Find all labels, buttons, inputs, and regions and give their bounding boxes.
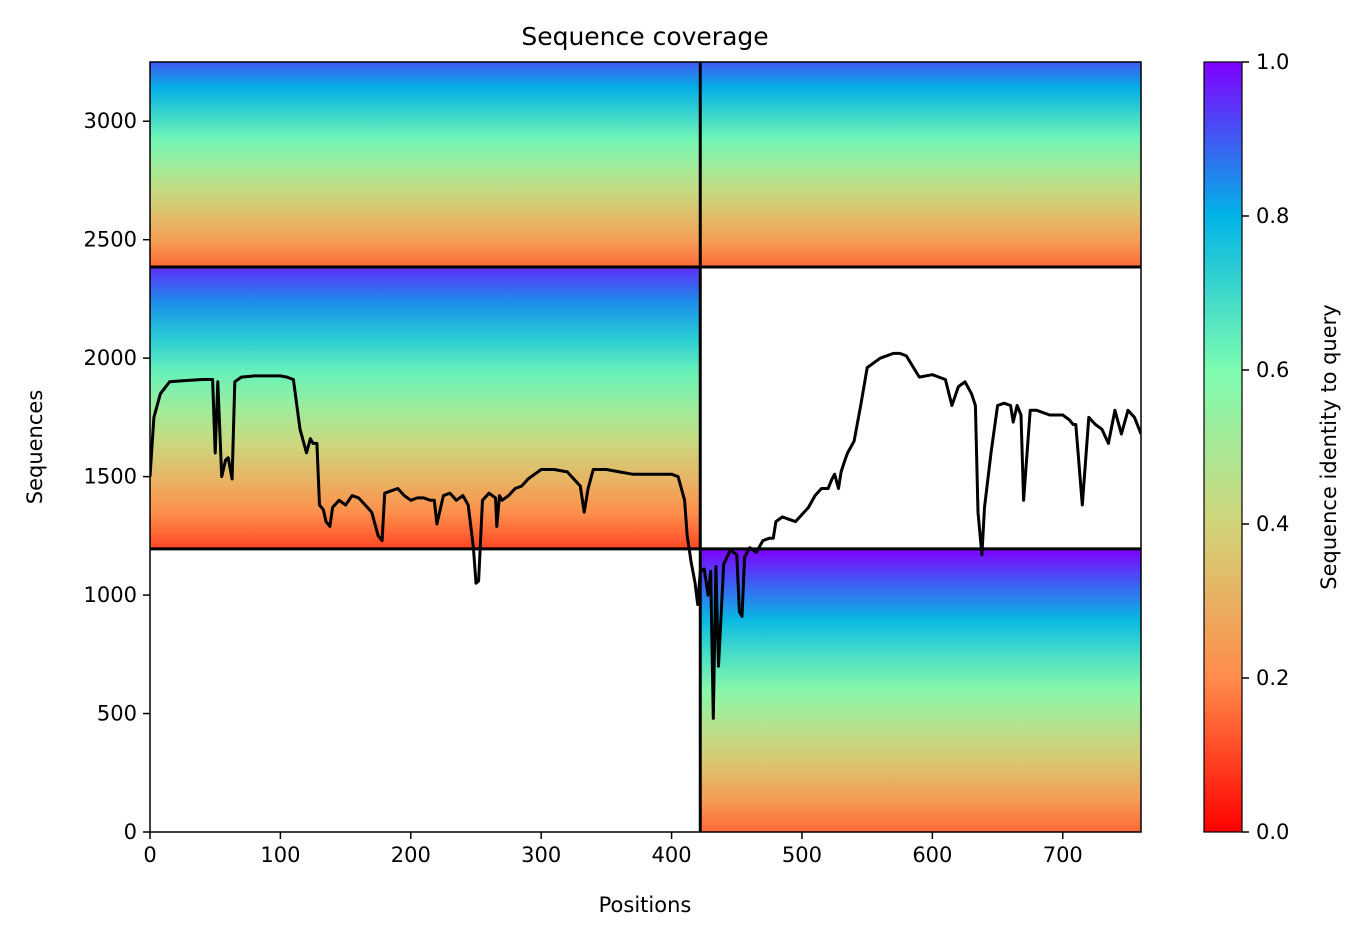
colorbar-tick-label: 0.0 bbox=[1256, 820, 1289, 844]
plot-frame bbox=[149, 61, 1142, 833]
y-tick-label: 0 bbox=[124, 820, 137, 844]
colorbar-tick-label: 1.0 bbox=[1256, 50, 1289, 74]
colorbar-axis: 0.0 0.2 0.4 0.6 0.8 1.0 bbox=[1242, 50, 1289, 844]
block-top-right bbox=[700, 62, 1141, 267]
y-tick-label: 2500 bbox=[84, 228, 137, 252]
colorbar-tick-label: 0.6 bbox=[1256, 358, 1289, 382]
y-axis-title: Sequences bbox=[23, 390, 47, 505]
colorbar-tick-label: 0.2 bbox=[1256, 666, 1289, 690]
y-tick-label: 500 bbox=[97, 702, 137, 726]
block-bottom-right bbox=[700, 548, 1141, 832]
block-middle-left bbox=[150, 266, 701, 549]
x-axis-title: Positions bbox=[599, 893, 692, 917]
colorbar-tick-label: 0.4 bbox=[1256, 512, 1289, 536]
colorbar-tick-label: 0.8 bbox=[1256, 204, 1289, 228]
heatmap-layer bbox=[150, 62, 1141, 832]
y-tick-label: 1500 bbox=[84, 465, 137, 489]
y-tick-label: 2000 bbox=[84, 346, 137, 370]
x-axis: 0 100 200 300 400 500 600 700 bbox=[143, 832, 1083, 867]
block-top-left bbox=[150, 62, 701, 267]
coverage-line bbox=[150, 351, 1141, 720]
x-tick-label: 0 bbox=[143, 843, 156, 867]
colorbar bbox=[1203, 61, 1243, 833]
x-tick-label: 200 bbox=[391, 843, 431, 867]
colorbar-title: Sequence identity to query bbox=[1317, 304, 1341, 589]
line-layer bbox=[150, 351, 1141, 720]
x-tick-label: 400 bbox=[652, 843, 692, 867]
x-tick-label: 600 bbox=[912, 843, 952, 867]
chart-title: Sequence coverage bbox=[521, 22, 768, 51]
x-tick-label: 100 bbox=[260, 843, 300, 867]
x-tick-label: 300 bbox=[521, 843, 561, 867]
boundary-layer bbox=[150, 62, 1141, 832]
x-tick-label: 500 bbox=[782, 843, 822, 867]
y-tick-label: 1000 bbox=[84, 583, 137, 607]
y-tick-label: 3000 bbox=[84, 109, 137, 133]
x-tick-label: 700 bbox=[1043, 843, 1083, 867]
y-axis: 0 500 1000 1500 2000 2500 3000 bbox=[84, 109, 150, 844]
